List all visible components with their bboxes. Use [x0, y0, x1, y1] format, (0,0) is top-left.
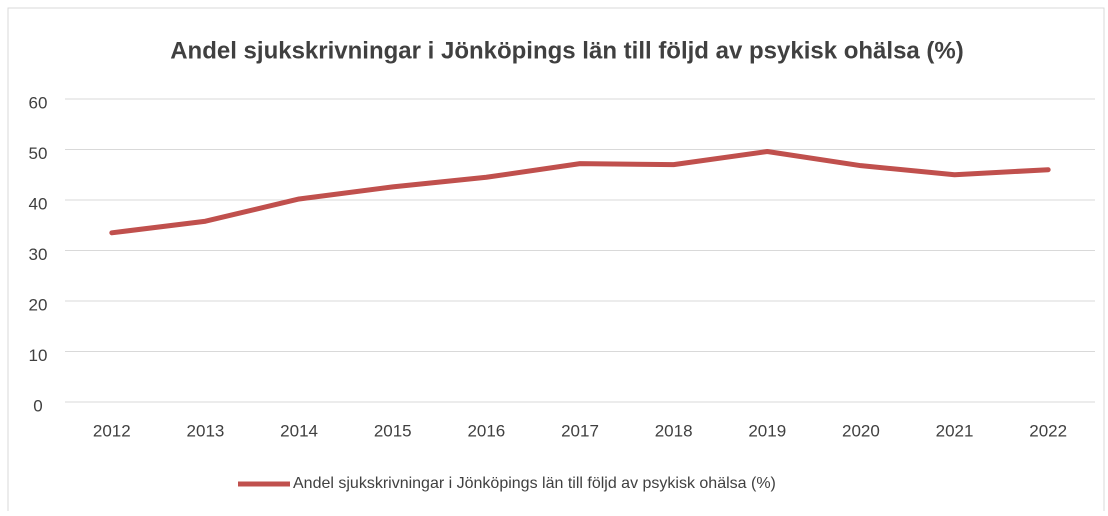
- x-tick-label: 2019: [748, 421, 786, 440]
- x-tick-label: 2018: [655, 421, 693, 440]
- x-tick-label: 2020: [842, 421, 880, 440]
- x-tick-label: 2012: [93, 421, 131, 440]
- y-tick-label: 50: [29, 144, 48, 163]
- y-tick-label: 0: [33, 396, 42, 415]
- x-tick-label: 2016: [467, 421, 505, 440]
- y-tick-label: 60: [29, 93, 48, 112]
- y-tick-label: 10: [29, 346, 48, 365]
- y-tick-label: 30: [29, 245, 48, 264]
- x-tick-label: 2015: [374, 421, 412, 440]
- x-tick-label: 2022: [1029, 421, 1067, 440]
- y-tick-label: 20: [29, 295, 48, 314]
- x-tick-label: 2017: [561, 421, 599, 440]
- data-line: [109, 149, 1051, 236]
- chart-border: [7, 7, 1105, 516]
- x-tick-label: 2014: [280, 421, 318, 440]
- legend-label: Andel sjukskrivningar i Jönköpings län t…: [293, 475, 776, 492]
- x-tick-label: 2021: [936, 421, 974, 440]
- chart-title: Andel sjukskrivningar i Jönköpings län t…: [170, 37, 964, 64]
- y-tick-label: 40: [29, 194, 48, 213]
- x-tick-label: 2013: [187, 421, 225, 440]
